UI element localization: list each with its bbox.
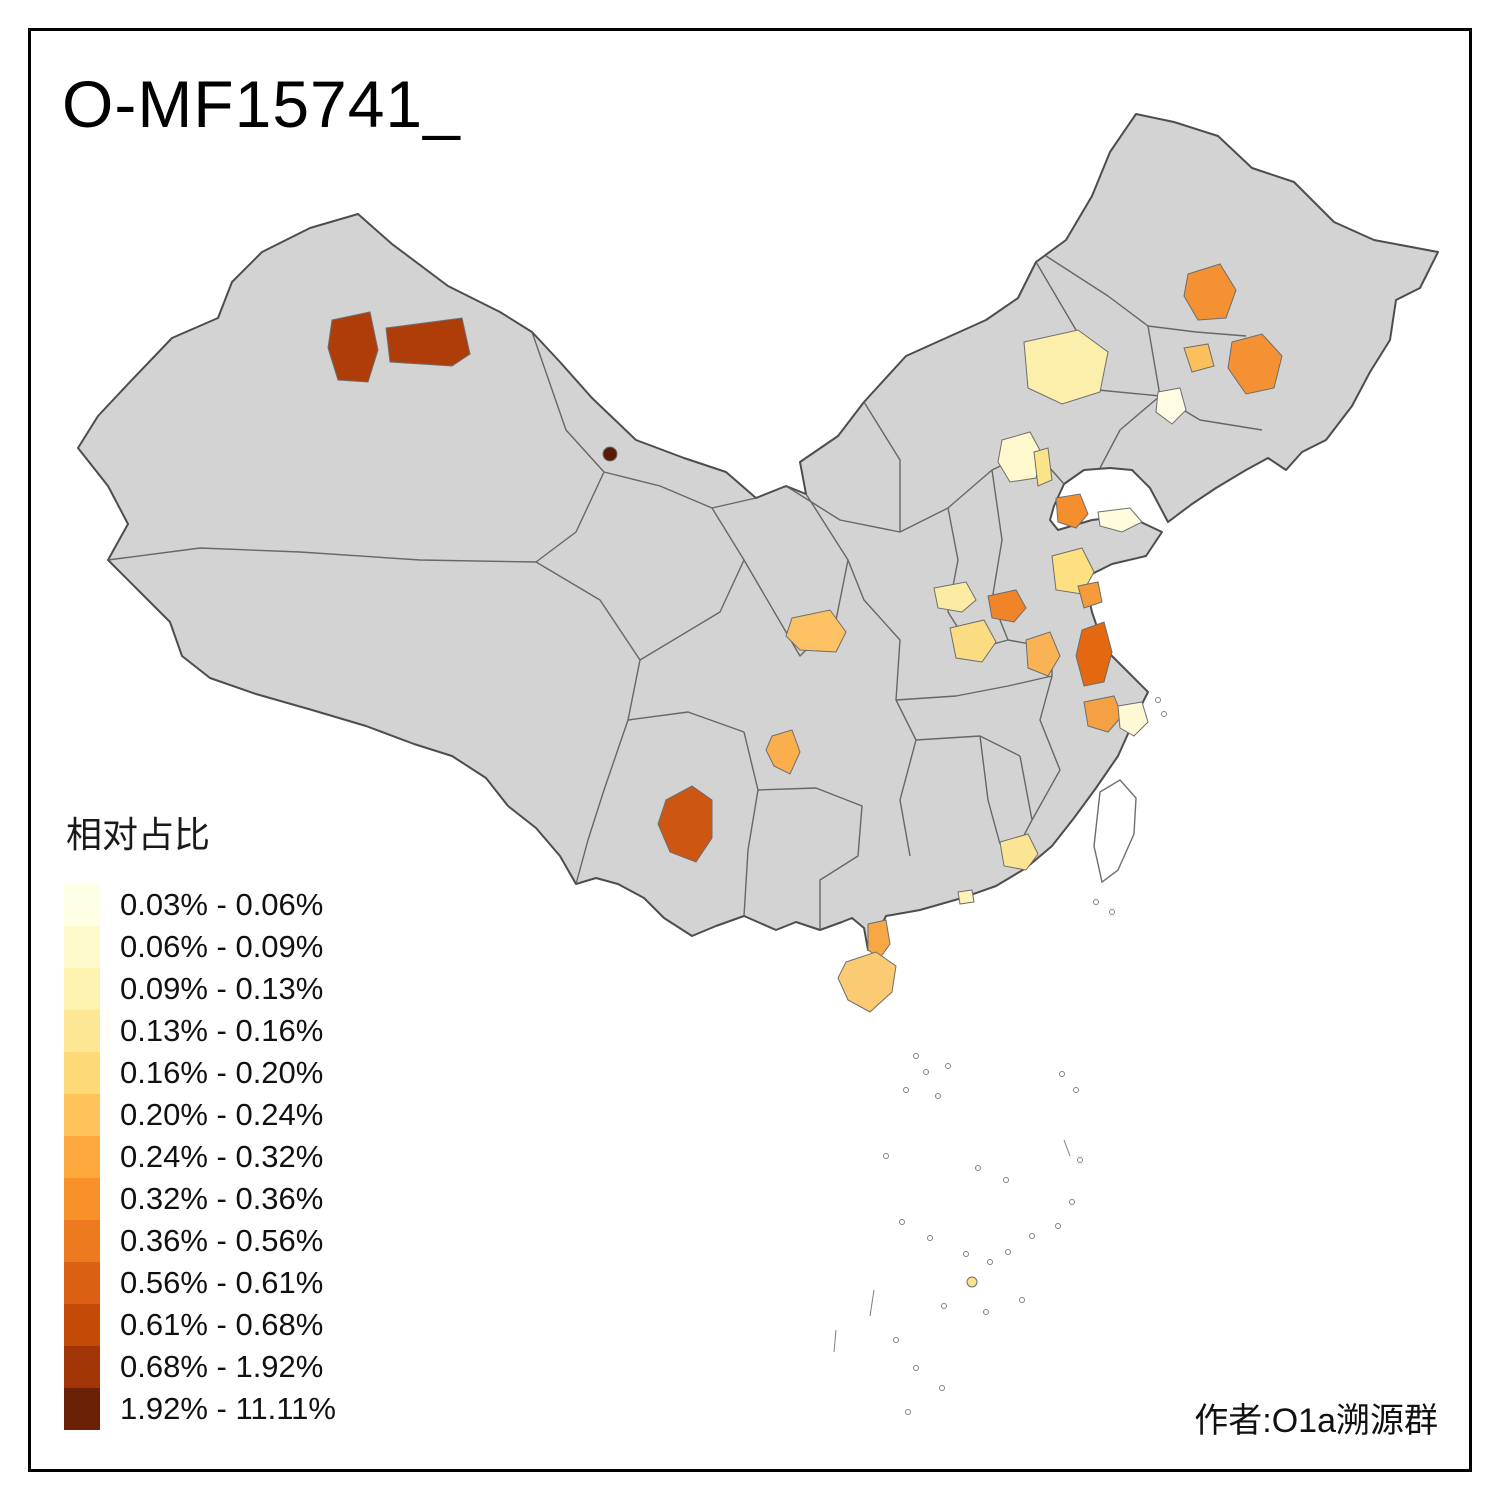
legend-label: 0.06% - 0.09% — [120, 929, 324, 964]
legend-item: 0.20% - 0.24% — [64, 1094, 484, 1136]
map-region — [1077, 581, 1103, 609]
legend-swatch — [64, 1220, 100, 1262]
legend-item: 0.61% - 0.68% — [64, 1304, 484, 1346]
map-region — [1097, 507, 1143, 533]
map-region — [1083, 695, 1123, 733]
legend-label: 0.68% - 1.92% — [120, 1349, 324, 1384]
map-region — [385, 317, 471, 367]
legend-item: 0.03% - 0.06% — [64, 884, 484, 926]
author-credit: 作者:O1a溯源群 — [1194, 1402, 1438, 1440]
map-region — [657, 785, 713, 863]
legend-item: 0.32% - 0.36% — [64, 1178, 484, 1220]
map-region — [1025, 631, 1061, 677]
map-region — [1055, 493, 1089, 529]
legend-item: 0.56% - 0.61% — [64, 1262, 484, 1304]
map-region — [1023, 329, 1109, 405]
map-region — [1033, 447, 1053, 487]
legend-swatch — [64, 1094, 100, 1136]
legend: 相对占比 0.03% - 0.06% 0.06% - 0.09% 0.09% -… — [64, 806, 484, 1430]
legend-swatch — [64, 884, 100, 926]
legend-label: 1.92% - 11.11% — [120, 1391, 336, 1426]
map-region — [1117, 701, 1149, 737]
legend-label: 0.32% - 0.36% — [120, 1181, 324, 1216]
sea-islands — [833, 697, 1167, 1415]
legend-label: 0.03% - 0.06% — [120, 887, 324, 922]
map-region — [327, 311, 379, 383]
legend-swatch — [64, 926, 100, 968]
map-region — [1227, 333, 1283, 395]
map-region — [997, 431, 1043, 483]
map-region-hainan-island — [837, 951, 897, 1013]
legend-item: 1.92% - 11.11% — [64, 1388, 484, 1430]
legend-item: 0.36% - 0.56% — [64, 1220, 484, 1262]
map-region — [765, 729, 801, 775]
map-region — [785, 609, 847, 653]
map-region — [1075, 621, 1113, 687]
taiwan-island — [1093, 779, 1137, 884]
legend-label: 0.20% - 0.24% — [120, 1097, 324, 1132]
legend-label: 0.09% - 0.13% — [120, 971, 324, 1006]
legend-label: 0.24% - 0.32% — [120, 1139, 324, 1174]
map-region — [933, 581, 977, 613]
legend-swatch — [64, 1346, 100, 1388]
map-region — [867, 919, 891, 959]
legend-label: 0.13% - 0.16% — [120, 1013, 324, 1048]
legend-label: 0.16% - 0.20% — [120, 1055, 324, 1090]
map-region — [949, 619, 997, 663]
map-region — [1183, 343, 1215, 373]
page-title: O-MF15741_ — [62, 67, 461, 141]
legend-item: 0.09% - 0.13% — [64, 968, 484, 1010]
legend-swatch — [64, 1136, 100, 1178]
legend-swatch — [64, 1010, 100, 1052]
map-region — [1183, 263, 1237, 321]
map-region — [987, 589, 1027, 623]
legend-item: 0.06% - 0.09% — [64, 926, 484, 968]
legend-swatch — [64, 1304, 100, 1346]
legend-item: 0.13% - 0.16% — [64, 1010, 484, 1052]
legend-swatch — [64, 1388, 100, 1430]
map-region — [602, 446, 618, 462]
legend-item: 0.24% - 0.32% — [64, 1136, 484, 1178]
map-region-island — [966, 1276, 978, 1288]
map-region — [999, 833, 1039, 871]
map-region — [1155, 387, 1187, 425]
legend-swatch — [64, 1052, 100, 1094]
legend-swatch — [64, 968, 100, 1010]
legend-title: 相对占比 — [66, 814, 211, 855]
legend-swatch — [64, 1262, 100, 1304]
legend-item: 0.68% - 1.92% — [64, 1346, 484, 1388]
map-region — [957, 889, 975, 905]
legend-label: 0.36% - 0.56% — [120, 1223, 324, 1258]
legend-label: 0.61% - 0.68% — [120, 1307, 324, 1342]
legend-swatch — [64, 1178, 100, 1220]
map-region — [1051, 547, 1095, 595]
legend-label: 0.56% - 0.61% — [120, 1265, 324, 1300]
legend-item: 0.16% - 0.20% — [64, 1052, 484, 1094]
